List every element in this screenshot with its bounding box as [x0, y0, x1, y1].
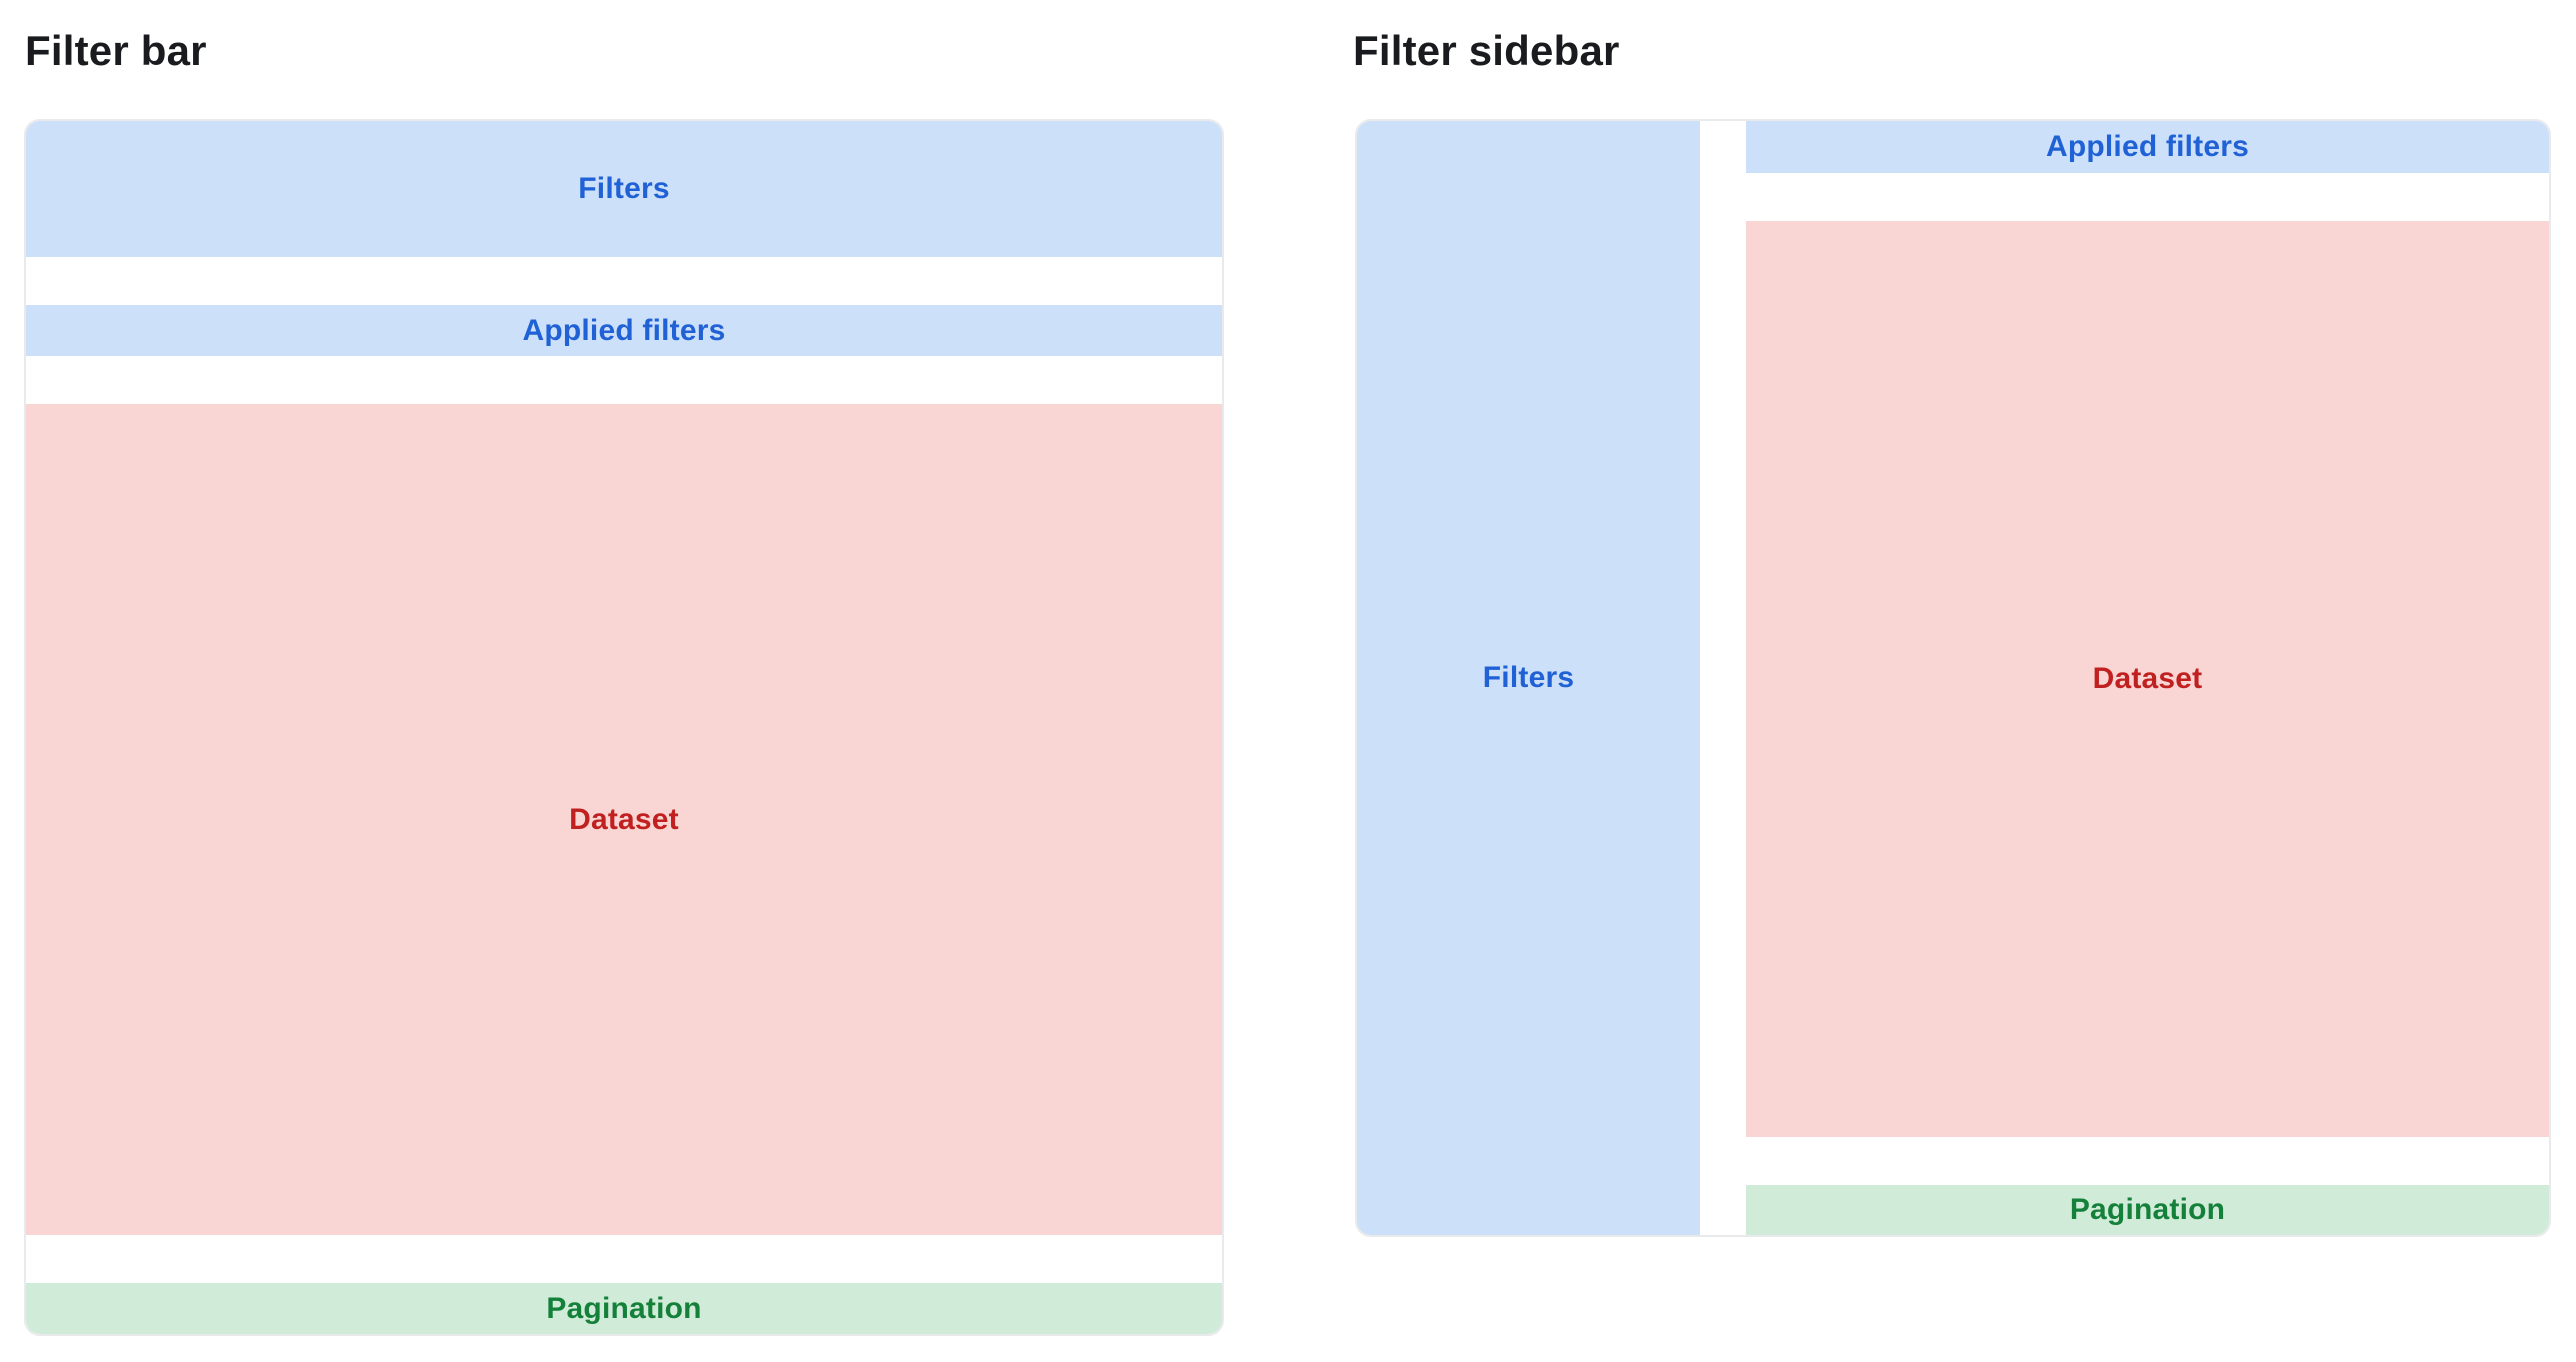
filter-sidebar-dataset-region: Dataset: [1746, 221, 2549, 1137]
filter-sidebar-title: Filter sidebar: [1353, 27, 1620, 74]
filter-sidebar-content-column: Applied filters Dataset Pagination: [1746, 121, 2549, 1235]
filter-sidebar-filters-region: Filters: [1357, 121, 1700, 1235]
filter-sidebar-pagination-region: Pagination: [1746, 1185, 2549, 1235]
filter-bar-filters-label: Filters: [578, 172, 670, 205]
filter-sidebar-pagination-label: Pagination: [2069, 1193, 2226, 1226]
filter-bar-pagination-region: Pagination: [26, 1283, 1222, 1334]
filter-sidebar-dataset-label: Dataset: [2092, 662, 2203, 695]
filter-bar-pagination-label: Pagination: [546, 1291, 702, 1325]
filter-bar-applied-filters-region: Applied filters: [26, 305, 1222, 356]
filter-bar-diagram: Filters Applied filters Dataset Paginati…: [24, 119, 1224, 1336]
filter-sidebar-filters-label: Filters: [1482, 661, 1575, 694]
filter-bar-title: Filter bar: [25, 27, 207, 74]
filter-sidebar-applied-filters-region: Applied filters: [1746, 121, 2549, 173]
filter-bar-filters-region: Filters: [26, 121, 1222, 257]
filter-bar-applied-filters-label: Applied filters: [522, 313, 726, 347]
filter-sidebar-diagram: Filters Applied filters Dataset Paginati…: [1355, 119, 2551, 1237]
filter-bar-dataset-region: Dataset: [26, 404, 1222, 1235]
filter-bar-dataset-label: Dataset: [569, 802, 679, 836]
filter-sidebar-applied-filters-label: Applied filters: [2045, 130, 2250, 163]
